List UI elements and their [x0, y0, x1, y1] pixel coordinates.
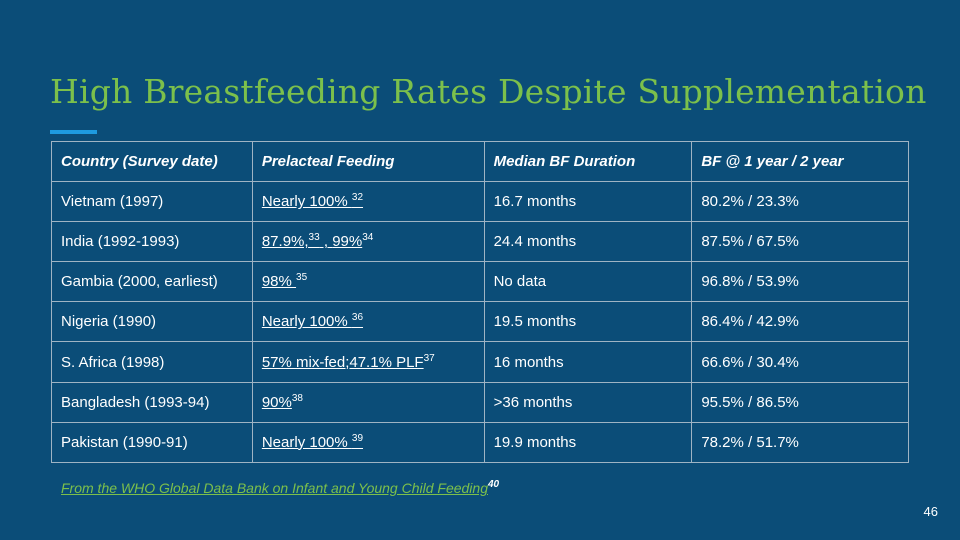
source-link[interactable]: From the WHO Global Data Bank on Infant … [61, 480, 488, 496]
cell-duration: >36 months [483, 381, 693, 423]
title-accent-bar [50, 130, 97, 134]
header-duration: Median BF Duration [483, 140, 693, 183]
header-country: Country (Survey date) [51, 140, 253, 183]
citation: 37 [423, 352, 435, 364]
cell-prelacteal: Nearly 100% 39 [251, 421, 485, 463]
citation: 33 [308, 232, 320, 244]
cell-bf-rates: 80.2% / 23.3% [691, 181, 909, 223]
prelacteal-value: 98% [261, 273, 297, 291]
cell-duration: 19.9 months [483, 421, 693, 463]
cell-country: Bangladesh (1993-94) [51, 381, 253, 423]
reference-link[interactable]: 87.9%,33 , 99% [261, 232, 363, 251]
reference-link[interactable]: Nearly 100% 36 [261, 312, 364, 331]
cell-prelacteal: 90%38 [251, 381, 485, 423]
table-row: India (1992-1993) 87.9%,33 , 99%34 24.4 … [51, 221, 909, 263]
table-row: Gambia (2000, earliest) 98% 35 No data 9… [51, 261, 909, 303]
header-prelacteal: Prelacteal Feeding [251, 140, 485, 183]
reference-link[interactable]: 90% [262, 394, 292, 411]
citation: 36 [351, 312, 364, 324]
data-table: Country (Survey date) Prelacteal Feeding… [51, 140, 909, 463]
citation: 34 [362, 232, 374, 244]
cell-duration: 16 months [483, 341, 693, 383]
citation: 38 [291, 392, 303, 404]
cell-bf-rates: 66.6% / 30.4% [691, 341, 909, 383]
reference-link[interactable]: Nearly 100% 39 [261, 432, 364, 451]
cell-prelacteal: 98% 35 [251, 261, 485, 303]
cell-country: Pakistan (1990-91) [51, 421, 253, 463]
reference-link[interactable]: 57% mix-fed;47.1% PLF [262, 354, 424, 371]
cell-bf-rates: 96.8% / 53.9% [691, 261, 909, 303]
cell-duration: 24.4 months [483, 221, 693, 263]
cell-bf-rates: 87.5% / 67.5% [691, 221, 909, 263]
cell-duration: No data [483, 261, 693, 303]
cell-country: Nigeria (1990) [51, 301, 253, 343]
table-row: Pakistan (1990-91) Nearly 100% 39 19.9 m… [51, 421, 909, 463]
table-header-row: Country (Survey date) Prelacteal Feeding… [51, 140, 909, 183]
prelacteal-value: 57% mix-fed;47.1% PLF [261, 353, 424, 371]
prelacteal-separator: , [319, 233, 333, 251]
citation: 39 [351, 432, 364, 444]
table-row: Bangladesh (1993-94) 90%38 >36 months 95… [51, 381, 909, 423]
cell-duration: 19.5 months [483, 301, 693, 343]
cell-country: S. Africa (1998) [51, 341, 253, 383]
table-row: S. Africa (1998) 57% mix-fed;47.1% PLF37… [51, 341, 909, 383]
cell-bf-rates: 95.5% / 86.5% [691, 381, 909, 423]
cell-country: Gambia (2000, earliest) [51, 261, 253, 303]
table-row: Nigeria (1990) Nearly 100% 36 19.5 month… [51, 301, 909, 343]
header-bf-rates: BF @ 1 year / 2 year [691, 140, 909, 183]
cell-prelacteal: Nearly 100% 32 [251, 181, 485, 223]
citation: 35 [296, 272, 308, 284]
prelacteal-value: Nearly 100% [261, 193, 352, 211]
reference-link[interactable]: 98% [262, 273, 296, 290]
cell-bf-rates: 86.4% / 42.9% [691, 301, 909, 343]
prelacteal-value: Nearly 100% [261, 433, 352, 451]
cell-bf-rates: 78.2% / 51.7% [691, 421, 909, 463]
prelacteal-value-b: 99% [332, 233, 363, 251]
table-row: Vietnam (1997) Nearly 100% 32 16.7 month… [51, 181, 909, 223]
page-number: 46 [923, 504, 938, 519]
slide-title: High Breastfeeding Rates Despite Supplem… [50, 72, 927, 111]
cell-duration: 16.7 months [483, 181, 693, 223]
citation: 40 [488, 479, 500, 490]
prelacteal-value: Nearly 100% [261, 313, 352, 331]
cell-prelacteal: 87.9%,33 , 99%34 [251, 221, 485, 263]
cell-country: Vietnam (1997) [51, 181, 253, 223]
reference-link[interactable]: Nearly 100% 32 [261, 192, 364, 211]
source-footnote: From the WHO Global Data Bank on Infant … [61, 479, 500, 497]
prelacteal-value-a: 87.9%, [261, 233, 309, 251]
citation: 32 [351, 192, 364, 204]
prelacteal-value: 90% [261, 393, 292, 411]
cell-country: India (1992-1993) [51, 221, 253, 263]
cell-prelacteal: Nearly 100% 36 [251, 301, 485, 343]
cell-prelacteal: 57% mix-fed;47.1% PLF37 [251, 341, 485, 383]
